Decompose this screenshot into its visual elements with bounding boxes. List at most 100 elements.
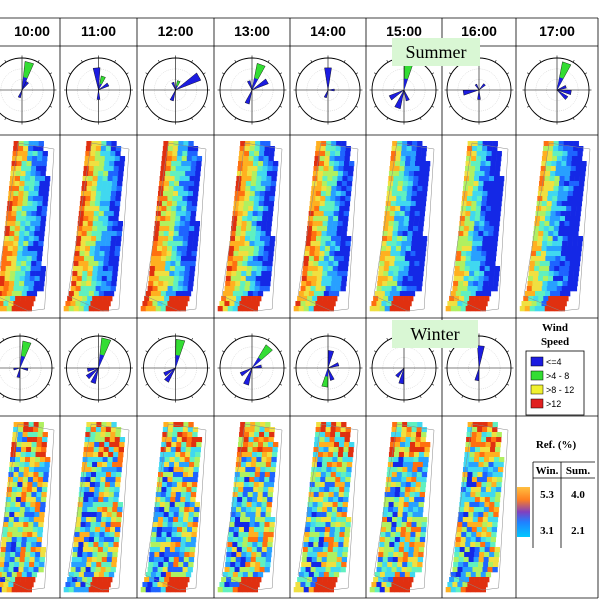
map-cell <box>163 186 169 192</box>
map-cell <box>383 266 390 272</box>
map-cell <box>379 306 386 312</box>
map-cell <box>553 141 559 147</box>
map-cell <box>18 582 24 588</box>
map-cell <box>25 577 31 583</box>
map-cell <box>545 166 552 172</box>
map-cell <box>265 562 271 568</box>
map-cell <box>179 462 185 468</box>
map-cell <box>412 141 418 147</box>
map-cell <box>419 256 426 262</box>
map-cell <box>489 497 496 503</box>
map-cell <box>256 221 262 227</box>
map-cell <box>324 251 330 257</box>
map-cell <box>88 587 95 593</box>
map-cell <box>232 291 239 297</box>
map-cell <box>115 241 121 247</box>
map-cell <box>41 166 47 172</box>
map-cell <box>411 522 417 528</box>
map-cell <box>229 241 235 247</box>
map-cell <box>307 502 313 508</box>
map-cell <box>467 582 473 588</box>
map-cell <box>391 432 397 438</box>
map-cell <box>270 181 277 187</box>
map-cell <box>344 532 350 538</box>
map-cell <box>152 527 158 533</box>
map-cell <box>252 572 259 578</box>
map-cell <box>260 231 266 237</box>
map-cell <box>335 191 342 197</box>
map-cell <box>487 141 493 147</box>
map-cell <box>531 301 537 307</box>
map-cell <box>159 577 165 583</box>
map-cell <box>258 206 264 212</box>
map-cell <box>250 231 256 237</box>
map-cell <box>417 181 424 187</box>
map-cell <box>21 256 28 262</box>
map-cell <box>316 512 322 518</box>
map-cell <box>334 527 341 533</box>
map-cell <box>23 517 30 523</box>
map-cell <box>457 236 464 242</box>
map-cell <box>179 181 185 187</box>
map-cell <box>104 532 110 538</box>
map-cell <box>185 166 191 172</box>
map-cell <box>233 206 239 212</box>
map-cell <box>164 462 170 468</box>
map-cell <box>233 532 239 538</box>
map-cell <box>155 216 161 222</box>
map-cell <box>100 246 106 252</box>
map-cell <box>240 276 247 282</box>
map-cell <box>28 427 34 433</box>
map-cell <box>260 467 266 473</box>
map-cell <box>318 261 324 267</box>
map-cell <box>265 512 271 518</box>
map-cell <box>16 166 22 172</box>
map-cell <box>175 216 181 222</box>
map-cell <box>320 432 326 438</box>
map-cell <box>87 552 93 558</box>
map-cell <box>102 266 109 272</box>
map-cell <box>489 171 495 177</box>
map-cell <box>567 196 573 202</box>
map-cell <box>410 206 416 212</box>
map-cell <box>316 467 322 473</box>
map-cell <box>322 296 328 302</box>
map-cell <box>38 286 44 292</box>
map-cell <box>177 432 183 438</box>
map-cell <box>32 482 38 488</box>
map-cell <box>20 296 26 302</box>
map-cell <box>336 231 342 237</box>
map-cell <box>86 467 92 473</box>
map-cell <box>184 266 191 272</box>
map-cell <box>556 301 562 307</box>
map-cell <box>88 492 95 498</box>
map-cell <box>228 251 234 257</box>
map-cell <box>338 216 344 222</box>
map-cell <box>105 191 112 197</box>
map-cell <box>264 427 270 433</box>
map-cell <box>327 176 333 182</box>
map-cell <box>473 462 479 468</box>
map-cell <box>181 487 187 493</box>
map-cell <box>196 442 202 448</box>
map-cell <box>337 221 343 227</box>
map-cell <box>252 537 259 543</box>
map-cell <box>18 191 24 197</box>
map-cell <box>258 527 265 533</box>
map-cell <box>97 552 103 558</box>
map-cell <box>238 251 244 257</box>
wind-rose-petal <box>556 89 569 100</box>
map-cell <box>305 241 311 247</box>
map-cell <box>271 171 278 177</box>
map-cell <box>184 552 190 558</box>
map-cell <box>574 181 580 187</box>
map-cell <box>549 261 556 267</box>
map-cell <box>325 522 331 528</box>
map-cell <box>15 577 21 583</box>
map-cell <box>388 552 394 558</box>
map-cell <box>325 472 332 478</box>
map-cell <box>233 487 239 493</box>
map-cell <box>92 176 98 182</box>
map-cell <box>558 186 564 192</box>
map-cell <box>107 457 113 463</box>
